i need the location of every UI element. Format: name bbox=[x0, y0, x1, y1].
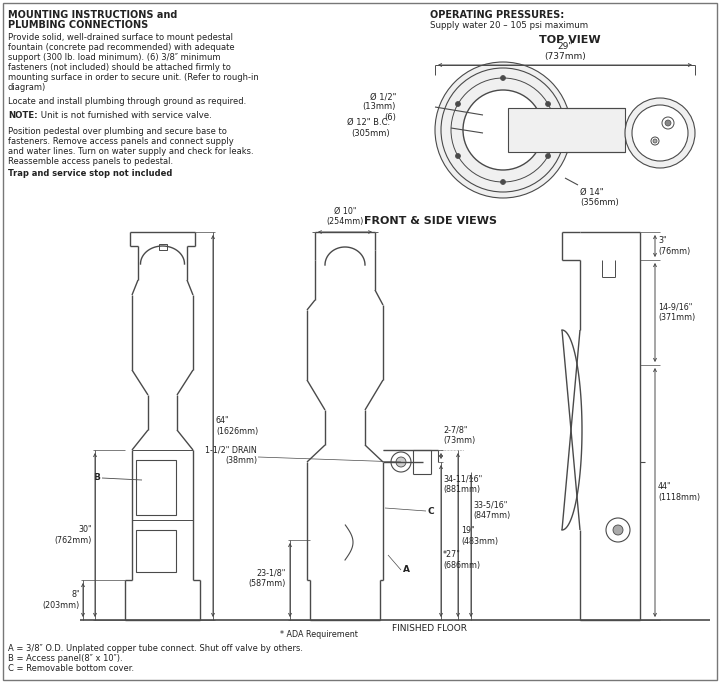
Circle shape bbox=[625, 98, 695, 168]
Text: fasteners (not included) should be attached firmly to: fasteners (not included) should be attac… bbox=[8, 63, 231, 72]
Text: C = Removable bottom cover.: C = Removable bottom cover. bbox=[8, 664, 134, 673]
Text: Supply water 20 – 105 psi maximum: Supply water 20 – 105 psi maximum bbox=[430, 21, 588, 30]
Circle shape bbox=[456, 102, 461, 107]
Bar bbox=[508, 108, 625, 152]
Text: MOUNTING INSTRUCTIONS and: MOUNTING INSTRUCTIONS and bbox=[8, 10, 177, 20]
Circle shape bbox=[651, 137, 659, 145]
Text: mounting surface in order to secure unit. (Refer to rough-in: mounting surface in order to secure unit… bbox=[8, 73, 258, 82]
Text: 34-11/16"
(881mm): 34-11/16" (881mm) bbox=[443, 474, 482, 494]
Text: diagram): diagram) bbox=[8, 83, 46, 92]
Text: 64"
(1626mm): 64" (1626mm) bbox=[216, 417, 258, 436]
Text: fasteners. Remove access panels and connect supply: fasteners. Remove access panels and conn… bbox=[8, 137, 234, 146]
Bar bbox=[136, 460, 176, 515]
Text: 2-7/8"
(73mm): 2-7/8" (73mm) bbox=[443, 426, 475, 445]
Text: *27"
(686mm): *27" (686mm) bbox=[443, 550, 480, 570]
Text: Unit is not furnished with service valve.: Unit is not furnished with service valve… bbox=[38, 111, 212, 120]
Text: B: B bbox=[93, 473, 100, 482]
Text: NOTE:: NOTE: bbox=[8, 111, 37, 120]
Text: Ø 14"
(356mm): Ø 14" (356mm) bbox=[580, 188, 618, 208]
Text: Reassemble access panels to pedestal.: Reassemble access panels to pedestal. bbox=[8, 157, 173, 166]
Text: support (300 lb. load minimum). (6) 3/8″ minimum: support (300 lb. load minimum). (6) 3/8″… bbox=[8, 53, 220, 62]
Bar bbox=[136, 530, 176, 572]
Text: Trap and service stop not included: Trap and service stop not included bbox=[8, 169, 172, 178]
Circle shape bbox=[463, 90, 543, 170]
Text: 30"
(762mm): 30" (762mm) bbox=[55, 525, 92, 545]
Text: C: C bbox=[428, 507, 435, 516]
Text: Provide solid, well-drained surface to mount pedestal: Provide solid, well-drained surface to m… bbox=[8, 33, 233, 42]
Circle shape bbox=[396, 457, 406, 467]
Text: 23-1/8"
(587mm): 23-1/8" (587mm) bbox=[248, 568, 286, 587]
Text: 8"
(203mm): 8" (203mm) bbox=[42, 590, 80, 610]
Circle shape bbox=[456, 154, 461, 158]
Circle shape bbox=[653, 139, 657, 143]
Text: 14-9/16"
(371mm): 14-9/16" (371mm) bbox=[658, 303, 696, 322]
Circle shape bbox=[662, 117, 674, 129]
Text: TOP VIEW: TOP VIEW bbox=[539, 35, 600, 45]
Circle shape bbox=[546, 102, 551, 107]
Text: 3"
(76mm): 3" (76mm) bbox=[658, 236, 690, 255]
Text: A = 3/8″ O.D. Unplated copper tube connect. Shut off valve by others.: A = 3/8″ O.D. Unplated copper tube conne… bbox=[8, 644, 303, 653]
Text: 19"
(483mm): 19" (483mm) bbox=[461, 527, 498, 546]
Text: * ADA Requirement: * ADA Requirement bbox=[280, 630, 358, 639]
Text: 44"
(1118mm): 44" (1118mm) bbox=[658, 482, 700, 502]
Text: Locate and install plumbing through ground as required.: Locate and install plumbing through grou… bbox=[8, 97, 246, 106]
Text: FINISHED FLOOR: FINISHED FLOOR bbox=[392, 624, 467, 633]
Text: OPERATING PRESSURES:: OPERATING PRESSURES: bbox=[430, 10, 564, 20]
Circle shape bbox=[606, 518, 630, 542]
Text: A: A bbox=[403, 566, 410, 574]
Circle shape bbox=[391, 452, 411, 472]
Circle shape bbox=[632, 105, 688, 161]
Circle shape bbox=[500, 76, 505, 81]
Circle shape bbox=[546, 154, 551, 158]
Circle shape bbox=[435, 62, 571, 198]
Text: fountain (concrete pad recommended) with adequate: fountain (concrete pad recommended) with… bbox=[8, 43, 235, 52]
Text: 29"
(737mm): 29" (737mm) bbox=[544, 42, 586, 61]
Text: Ø 1/2"
(13mm)
(6): Ø 1/2" (13mm) (6) bbox=[363, 92, 396, 122]
Circle shape bbox=[665, 120, 671, 126]
Text: FRONT & SIDE VIEWS: FRONT & SIDE VIEWS bbox=[364, 216, 497, 226]
Text: 33-5/16"
(847mm): 33-5/16" (847mm) bbox=[473, 501, 510, 520]
Text: Ø 10"
(254mm): Ø 10" (254mm) bbox=[326, 206, 364, 226]
Text: 1-1/2" DRAIN
(38mm): 1-1/2" DRAIN (38mm) bbox=[205, 445, 257, 464]
Circle shape bbox=[613, 525, 623, 535]
Text: B = Access panel(8″ x 10″).: B = Access panel(8″ x 10″). bbox=[8, 654, 122, 663]
Bar bbox=[158, 244, 166, 250]
Text: PLUMBING CONNECTIONS: PLUMBING CONNECTIONS bbox=[8, 20, 148, 30]
Text: Ø 12" B.C.
(305mm): Ø 12" B.C. (305mm) bbox=[347, 118, 390, 138]
Text: Position pedestal over plumbing and secure base to: Position pedestal over plumbing and secu… bbox=[8, 127, 227, 136]
Circle shape bbox=[500, 180, 505, 184]
Text: and water lines. Turn on water supply and check for leaks.: and water lines. Turn on water supply an… bbox=[8, 147, 253, 156]
